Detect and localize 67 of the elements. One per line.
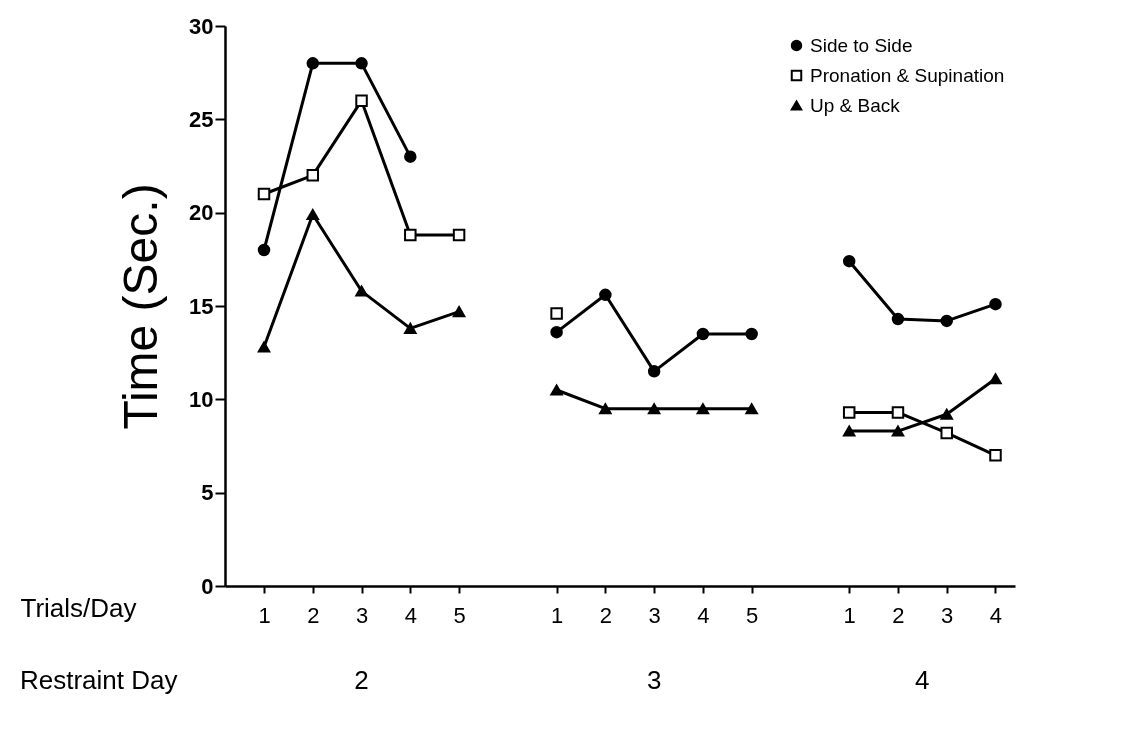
y-tick-label: 20 — [189, 200, 214, 226]
x-tick-label: 5 — [746, 602, 759, 628]
text: 4 — [915, 665, 930, 695]
legend-label: Pronation & Supination — [810, 64, 1005, 86]
point — [940, 408, 953, 420]
point — [842, 254, 856, 268]
point — [404, 322, 417, 334]
point — [452, 228, 466, 242]
x-tick-label: 3 — [941, 602, 954, 628]
point — [891, 312, 905, 326]
x-tick-label: 2 — [307, 602, 320, 628]
y-tick-label: 30 — [189, 13, 214, 39]
y-tick-label: 10 — [189, 386, 214, 412]
legend-label: Up & Back — [810, 94, 901, 116]
x-tick-label: 1 — [843, 602, 856, 628]
point — [452, 306, 466, 318]
point — [550, 325, 563, 339]
y-axis-title: Time (Sec.) — [114, 183, 168, 430]
x-tick-label: 3 — [648, 602, 661, 628]
point — [306, 57, 320, 70]
x-axis-title: Trials/Day — [20, 592, 137, 623]
x-tick-label: 2 — [599, 602, 612, 628]
point — [404, 228, 417, 242]
point — [355, 285, 368, 297]
x-tick-label: 4 — [989, 602, 1003, 628]
point — [696, 327, 710, 341]
point — [257, 341, 271, 353]
point — [891, 406, 905, 419]
point — [989, 449, 1002, 462]
point — [599, 288, 612, 302]
point — [404, 150, 417, 163]
point — [647, 403, 661, 415]
legend-label: Side to Side — [810, 34, 913, 56]
y-tick-label: 5 — [201, 480, 214, 506]
text: Restraint Day — [20, 665, 178, 695]
point — [696, 403, 710, 415]
point — [989, 297, 1002, 311]
text: 2 — [354, 665, 369, 695]
point — [550, 307, 563, 320]
point — [599, 403, 612, 415]
text: 3 — [646, 665, 662, 695]
x-tick-label: 1 — [550, 602, 564, 628]
point — [306, 208, 320, 221]
point — [745, 327, 758, 341]
point — [550, 384, 563, 396]
y-tick-label: 0 — [201, 573, 214, 599]
point — [306, 169, 320, 182]
x-tick-label: 2 — [892, 602, 905, 628]
point — [745, 403, 758, 415]
y-tick-label: 15 — [189, 293, 214, 319]
y-tick-label: 25 — [189, 106, 214, 132]
point — [842, 425, 856, 437]
x-tick-label: 5 — [453, 602, 466, 628]
point — [355, 57, 368, 70]
point — [257, 243, 271, 257]
point — [940, 314, 953, 328]
point — [647, 365, 661, 378]
point — [355, 94, 368, 107]
point — [842, 406, 856, 419]
point — [891, 425, 905, 437]
point — [989, 373, 1002, 385]
x-tick-label: 3 — [355, 602, 369, 628]
x-tick-label: 4 — [697, 602, 710, 628]
point — [940, 426, 953, 440]
x-tick-label: 1 — [258, 602, 271, 628]
point — [257, 187, 271, 201]
x-tick-label: 4 — [404, 602, 417, 628]
